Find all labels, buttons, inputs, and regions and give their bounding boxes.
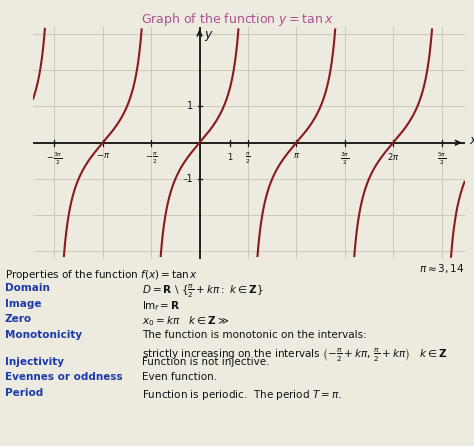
Text: Zero: Zero [5, 314, 32, 324]
Text: Properties of the function $f(x) = \tan x$: Properties of the function $f(x) = \tan … [5, 268, 198, 281]
Text: Monotonicity: Monotonicity [5, 330, 82, 340]
Text: Period: Period [5, 388, 43, 398]
Text: Evennes or oddness: Evennes or oddness [5, 372, 122, 382]
Text: $D = \mathbf{R} \setminus \{\frac{\pi}{2} + k\pi : \ k \in \mathbf{Z}\}$: $D = \mathbf{R} \setminus \{\frac{\pi}{2… [142, 283, 264, 300]
Text: $-\pi$: $-\pi$ [96, 151, 110, 160]
Text: Even function.: Even function. [142, 372, 217, 382]
Text: $\frac{5\pi}{2}$: $\frac{5\pi}{2}$ [437, 151, 446, 167]
Text: $2\pi$: $2\pi$ [387, 151, 400, 162]
Text: 1: 1 [187, 102, 193, 112]
Text: $-\frac{3\pi}{2}$: $-\frac{3\pi}{2}$ [46, 151, 63, 167]
Text: $x$: $x$ [469, 134, 474, 148]
Text: Image: Image [5, 299, 41, 309]
Text: Injectivity: Injectivity [5, 357, 64, 367]
Text: $\pi \approx 3,14$: $\pi \approx 3,14$ [419, 262, 465, 275]
Text: $x_0 = k\pi \quad k \in \mathbf{Z} \gg$: $x_0 = k\pi \quad k \in \mathbf{Z} \gg$ [142, 314, 229, 328]
Text: Graph of the function $y = \tan x$: Graph of the function $y = \tan x$ [141, 11, 333, 28]
Text: Function is periodic.  The period $T = \pi$.: Function is periodic. The period $T = \p… [142, 388, 342, 402]
Text: $\frac{3\pi}{2}$: $\frac{3\pi}{2}$ [340, 151, 349, 167]
Text: strictly increasing on the intervals $\left(-\frac{\pi}{2} + k\pi,\, \frac{\pi}{: strictly increasing on the intervals $\l… [142, 347, 448, 364]
Text: Function is not injective.: Function is not injective. [142, 357, 270, 367]
Text: $\pi$: $\pi$ [293, 151, 300, 160]
Text: $\mathrm{Im}_f = \mathbf{R}$: $\mathrm{Im}_f = \mathbf{R}$ [142, 299, 181, 313]
Text: $-\frac{\pi}{2}$: $-\frac{\pi}{2}$ [145, 151, 157, 166]
Text: $\frac{\pi}{2}$: $\frac{\pi}{2}$ [245, 151, 251, 166]
Text: $1$: $1$ [227, 151, 234, 162]
Text: $y$: $y$ [204, 29, 214, 42]
Text: The function is monotonic on the intervals:: The function is monotonic on the interva… [142, 330, 367, 340]
Text: Domain: Domain [5, 283, 50, 293]
Text: -1: -1 [183, 174, 193, 184]
